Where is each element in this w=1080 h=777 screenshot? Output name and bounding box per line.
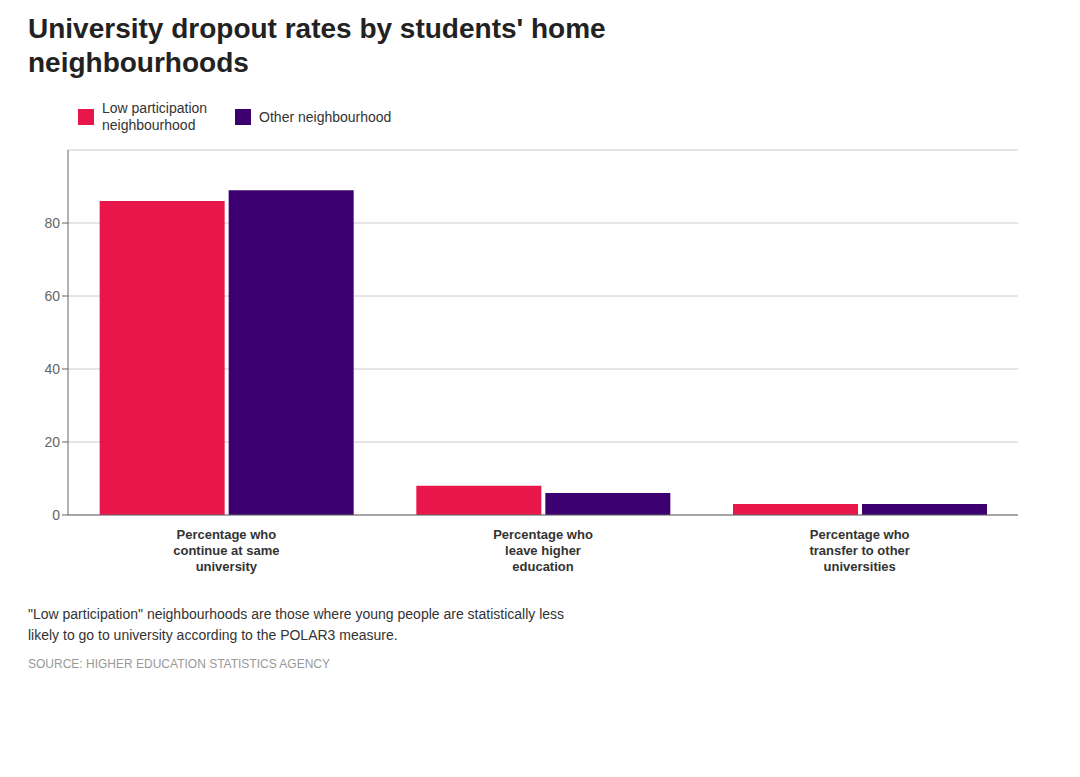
svg-text:0: 0 (52, 507, 60, 523)
html-text:"Low participation" neighbourh: "Low participation" neighbourhoods are t… (28, 606, 564, 643)
svg-text:20: 20 (44, 434, 60, 450)
svg-text:Percentage whotransfer to othe: Percentage whotransfer to otheruniversit… (809, 527, 909, 574)
svg-text:80: 80 (44, 215, 60, 231)
html-text:SOURCE: HIGHER EDUCATION STATI: SOURCE: HIGHER EDUCATION STATISTICS AGEN… (28, 657, 330, 671)
svg-text:40: 40 (44, 361, 60, 377)
html-text:University dropout rates by st: University dropout rates by students' ho… (28, 13, 606, 78)
svg-text:Percentage whocontinue at same: Percentage whocontinue at sameuniversity (173, 527, 279, 574)
html-text:Other neighbourhood: Other neighbourhood (259, 108, 392, 125)
svg-text:60: 60 (44, 288, 60, 304)
html-text:Low participation neighbourhoo: Low participation neighbourhood (102, 100, 208, 133)
svg-text:Percentage wholeave highereduc: Percentage wholeave highereducation (493, 527, 593, 574)
